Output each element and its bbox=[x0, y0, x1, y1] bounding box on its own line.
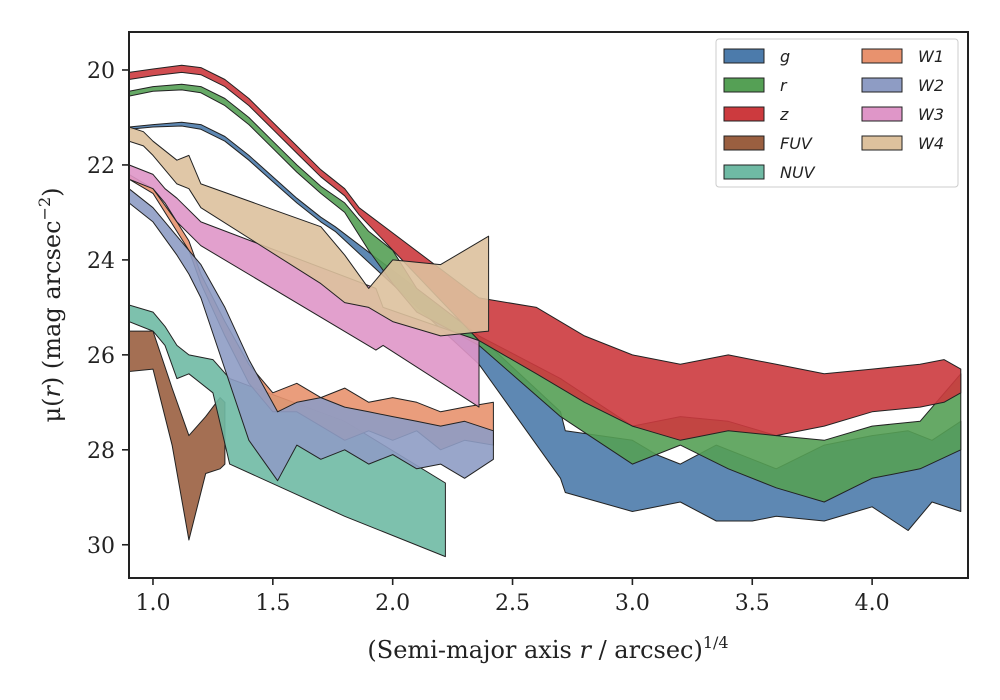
x-tick-label: 3.5 bbox=[735, 591, 770, 616]
legend-label-w1: W1 bbox=[918, 47, 944, 66]
y-axis-title: μ(r) (mag arcsec−2) bbox=[35, 187, 66, 422]
x-axis: 1.0 1.5 2.0 2.5 3.0 3.5 4.0 bbox=[135, 578, 890, 616]
legend-swatch-g bbox=[723, 48, 765, 64]
y-tick-label: 20 bbox=[87, 59, 115, 84]
band-r bbox=[129, 83, 962, 503]
legend-label-fuv: FUV bbox=[780, 134, 813, 153]
legend-swatch-w1 bbox=[861, 48, 903, 64]
y-tick-label: 24 bbox=[87, 249, 115, 274]
band-w4 bbox=[129, 126, 490, 337]
series-bands bbox=[129, 64, 962, 558]
y-tick-label: 26 bbox=[87, 344, 115, 369]
band-w2 bbox=[129, 188, 494, 482]
legend-swatch-w4 bbox=[861, 135, 903, 151]
y-tick-label: 22 bbox=[87, 154, 115, 179]
x-tick-label: 2.0 bbox=[375, 591, 410, 616]
band-z bbox=[129, 64, 962, 441]
x-axis-title: (Semi-major axis r / arcsec)1/4 bbox=[367, 633, 728, 664]
legend-label-w3: W3 bbox=[918, 105, 944, 124]
x-tick-label: 4.0 bbox=[855, 591, 890, 616]
y-tick-label: 30 bbox=[87, 534, 115, 559]
band-w3 bbox=[129, 164, 480, 408]
x-tick-label: 3.0 bbox=[615, 591, 650, 616]
plot-frame bbox=[128, 31, 969, 579]
x-tick-label: 1.0 bbox=[135, 591, 170, 616]
legend-label-g: g bbox=[780, 47, 790, 66]
legend-label-nuv: NUV bbox=[780, 163, 816, 182]
legend-label-w2: W2 bbox=[918, 76, 944, 95]
band-fuv bbox=[129, 330, 226, 541]
x-tick-label: 1.5 bbox=[255, 591, 290, 616]
legend-swatch-z bbox=[723, 106, 765, 122]
legend-label-w4: W4 bbox=[918, 134, 944, 153]
legend-swatch-r bbox=[723, 77, 765, 93]
legend: grz FUV NUV W1 W2 W3 W4 bbox=[715, 38, 959, 188]
legend-swatch-w2 bbox=[861, 77, 903, 93]
y-axis: 20 22 24 26 28 30 bbox=[87, 59, 129, 559]
legend-swatch-fuv bbox=[723, 135, 765, 151]
legend-swatch-nuv bbox=[723, 164, 765, 180]
legend-swatch-w3 bbox=[861, 106, 903, 122]
band-g bbox=[129, 121, 962, 531]
legend-label-z: z bbox=[779, 105, 789, 124]
legend-label-r: r bbox=[780, 76, 788, 95]
x-tick-label: 2.5 bbox=[495, 591, 530, 616]
y-tick-label: 28 bbox=[87, 439, 115, 464]
